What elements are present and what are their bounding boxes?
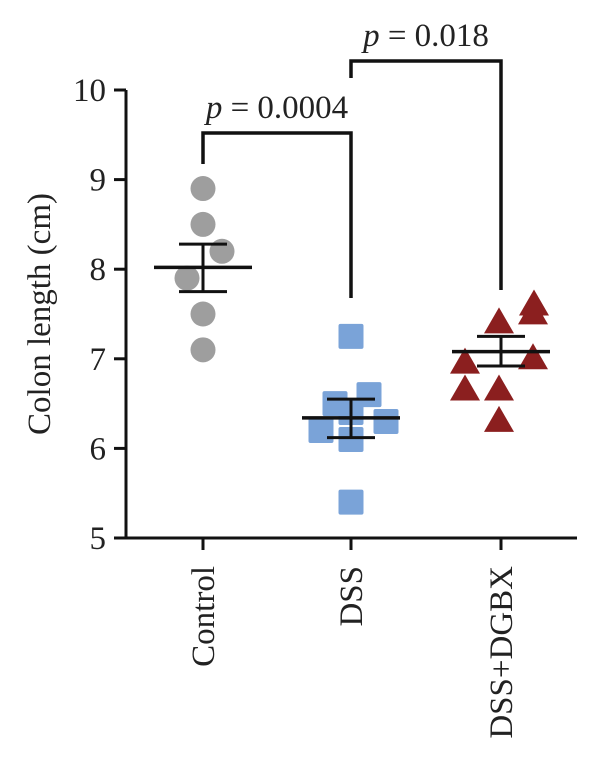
- dss-dgbx-point: [450, 375, 480, 401]
- dss-dgbx-point: [484, 406, 514, 432]
- significance-bracket: [351, 61, 501, 290]
- dss-dgbx-point: [484, 307, 514, 333]
- control-point: [191, 302, 216, 327]
- y-tick-label: 6: [90, 431, 107, 467]
- p-value: = 0.0004: [222, 90, 348, 126]
- y-tick-label: 5: [90, 521, 107, 557]
- p-value-label: p = 0.0004: [204, 90, 348, 126]
- category-label: DSS: [334, 566, 370, 627]
- p-value-label: p = 0.018: [361, 18, 489, 54]
- p-symbol: p: [361, 18, 380, 54]
- dss-point: [339, 490, 364, 515]
- y-tick-label: 7: [90, 342, 107, 378]
- dss-dgbx-point: [484, 375, 514, 401]
- category-label: DSS+DGBX: [484, 566, 520, 739]
- dss-point: [339, 324, 364, 349]
- y-axis-title: Colon length (cm): [22, 193, 58, 435]
- y-ticks: 5 6 7 8 9 10: [73, 73, 126, 557]
- data-points: [175, 176, 550, 515]
- y-tick-label: 10: [73, 73, 106, 109]
- control-point: [191, 212, 216, 237]
- significance-bracket: [203, 133, 351, 298]
- control-point: [210, 239, 235, 264]
- category-label: Control: [186, 566, 222, 667]
- p-value: = 0.018: [380, 18, 489, 54]
- dss-point: [374, 409, 399, 434]
- y-tick-label: 9: [90, 163, 107, 199]
- control-point: [175, 266, 200, 291]
- dss-point: [309, 418, 334, 443]
- control-point: [191, 176, 216, 201]
- category-labels: Control DSS DSS+DGBX: [186, 566, 520, 739]
- p-symbol: p: [204, 90, 223, 126]
- y-tick-label: 8: [90, 252, 107, 288]
- control-point: [191, 337, 216, 362]
